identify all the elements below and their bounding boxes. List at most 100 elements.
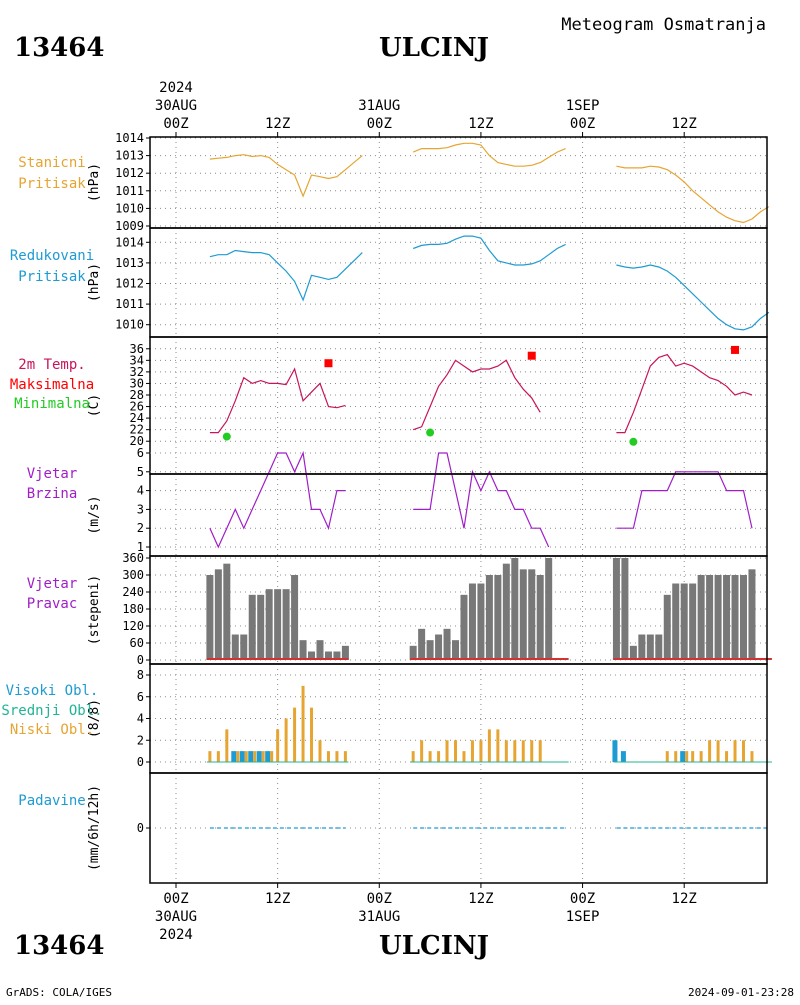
wind-dir-bar [739, 575, 747, 660]
bottom-tick-label: 12Z [468, 891, 493, 907]
y-tick-label: 5 [137, 465, 144, 479]
wind-dir-bar [265, 589, 273, 660]
y-tick-label: 26 [130, 400, 144, 414]
wind-dir-bar [502, 563, 510, 660]
cloud-low-bar [504, 740, 508, 762]
y-tick-label: 60 [130, 636, 144, 650]
y-tick-label: 1011 [115, 184, 144, 198]
cloud-low-bar [733, 740, 737, 762]
y-tick-label: 1 [137, 540, 144, 554]
bottom-tick-label: 12Z [672, 891, 697, 907]
panel-label: Redukovani [10, 248, 94, 264]
y-tick-label: 8 [137, 668, 144, 682]
wind-dir-bar [680, 583, 688, 660]
time-axis: 00Z 30AUG 2024 12Z 00Z 31AUG 12Z 00Z 1SEP 12Z 00Z 3… [155, 80, 697, 943]
t-min-marker [629, 437, 638, 446]
cloud-low-bar [445, 740, 449, 762]
cloud-low-bar [310, 707, 314, 762]
wind-dir-bar [460, 594, 468, 660]
unit-label: (C) [87, 394, 102, 417]
wind-dir-bar [341, 645, 349, 660]
cloud-low-bar [479, 740, 483, 762]
wind-dir-bar [223, 563, 231, 660]
y-tick-label: 22 [130, 423, 144, 437]
wind-dir-bar [282, 589, 290, 660]
wind-dir-bar [231, 634, 239, 660]
top-tick-label: 12Z [468, 116, 493, 132]
wind-dir-bar [240, 634, 248, 660]
station-id-bottom: 13464 [14, 931, 104, 961]
series-line [209, 235, 770, 331]
y-tick-label: 360 [122, 551, 144, 565]
y-tick-label: 36 [130, 342, 144, 356]
unit-label: (hPa) [87, 263, 102, 302]
panel-7: 0 (mm/6h/12h)Padavine [18, 772, 769, 884]
wind-dir-bar [494, 575, 502, 660]
wind-dir-bar [621, 558, 629, 660]
product-title: Meteogram Osmatranja [561, 15, 766, 35]
cloud-low-bar [521, 740, 525, 762]
panel-label: 2m Temp. [18, 357, 85, 373]
wind-dir-bar [612, 558, 620, 660]
wind-dir-bar [443, 628, 451, 660]
panel-label: Pritisak [18, 176, 86, 192]
bottom-day-label: 1SEP [566, 909, 600, 925]
y-tick-label: 2 [137, 521, 144, 535]
y-tick-label: 1013 [115, 256, 144, 270]
top-tick-label: 12Z [265, 116, 290, 132]
cloud-low-bar [326, 751, 330, 762]
station-name-bottom: ULCINJ [379, 931, 489, 961]
series-line [209, 353, 753, 434]
wind-dir-bar [409, 645, 417, 660]
y-tick-label: 0 [137, 755, 144, 769]
cloud-low-bar [487, 729, 491, 762]
cloud-low-bar [699, 751, 703, 762]
top-tick-label: 12Z [672, 116, 697, 132]
wind-dir-bar [418, 628, 426, 660]
wind-dir-bar [333, 651, 341, 660]
top-day-label: 31AUG [358, 98, 400, 114]
cloud-low-bar [335, 751, 339, 762]
t-min-marker [426, 428, 435, 437]
panel-frame [149, 772, 768, 884]
wind-dir-bar [299, 640, 307, 660]
cloud-low-bar [236, 751, 240, 762]
cloud-low-bar [470, 740, 474, 762]
station-id-top: 13464 [14, 33, 104, 63]
cloud-low-bar [685, 751, 689, 762]
top-tick-label: 00Z [163, 116, 188, 132]
cloud-low-bar [301, 685, 305, 762]
cloud-low-bar [261, 751, 265, 762]
unit-label: (mm/6h/12h) [87, 785, 102, 871]
cloud-high-bar [680, 751, 686, 762]
y-tick-label: 30 [130, 376, 144, 390]
wind-dir-bar [316, 640, 324, 660]
cloud-low-bar [437, 751, 441, 762]
cloud-low-bar [216, 751, 220, 762]
panel-label: Brzina [27, 486, 78, 502]
unit-label: (stepeni) [87, 575, 102, 645]
y-tick-label: 1011 [115, 297, 144, 311]
bottom-tick-label: 12Z [265, 891, 290, 907]
cloud-low-bar [284, 718, 288, 762]
station-name-top: ULCINJ [379, 33, 489, 63]
wind-dir-bar [308, 651, 316, 660]
panel-label: Stanicni [18, 155, 85, 171]
cloud-low-bar [411, 751, 415, 762]
wind-dir-bar [536, 575, 544, 660]
wind-dir-bar [485, 575, 493, 660]
panels: 101410131012101110101009(hPa)StanicniPri… [1, 131, 772, 884]
y-tick-label: 24 [130, 411, 144, 425]
bottom-day-label: 30AUG [155, 909, 197, 925]
panel-label: Vjetar [27, 466, 78, 482]
cloud-low-bar [276, 729, 280, 762]
cloud-low-bar [454, 740, 458, 762]
wind-dir-bar [519, 569, 527, 660]
y-tick-label: 1014 [115, 131, 144, 145]
panel-5: 360 300 240 180 120 60 0 (stepeni) Vjetar Pravac [27, 551, 772, 667]
y-tick-label: 0 [137, 821, 144, 835]
panel-label: Maksimalna [10, 377, 94, 393]
